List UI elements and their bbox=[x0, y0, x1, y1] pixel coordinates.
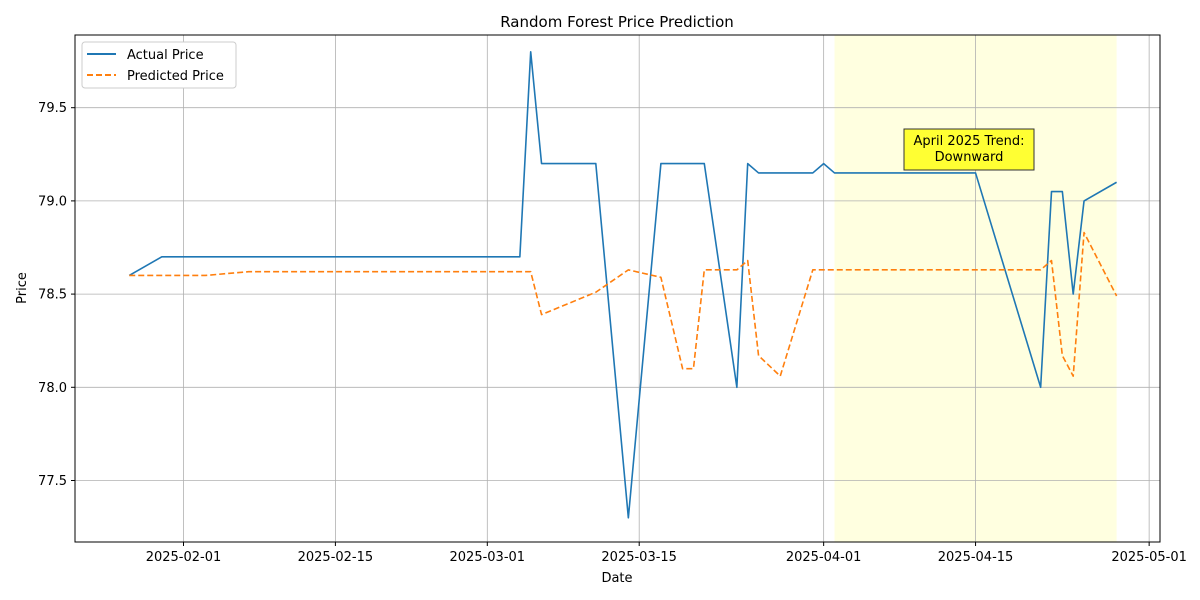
annotation-line-1: April 2025 Trend: bbox=[913, 134, 1024, 149]
tick-layer: 2025-02-01 2025-02-15 2025-03-01 2025-03-15… bbox=[38, 101, 1187, 565]
series-line-predicted-price bbox=[129, 231, 1118, 377]
legend: Actual Price Predicted Price bbox=[81, 41, 237, 89]
x-tick-label: 2025-04-15 bbox=[938, 550, 1014, 565]
grid-layer bbox=[75, 35, 1160, 542]
y-tick-label: 79.5 bbox=[38, 101, 67, 116]
x-tick-label: 2025-02-15 bbox=[298, 550, 374, 565]
x-axis-label: Date bbox=[601, 571, 632, 586]
legend-label-actual: Actual Price bbox=[127, 48, 204, 63]
plot-frame bbox=[74, 34, 1161, 543]
y-tick-label: 78.0 bbox=[38, 381, 67, 396]
y-tick-label: 79.0 bbox=[38, 194, 67, 209]
annotation-box: April 2025 Trend: Downward bbox=[903, 128, 1035, 171]
series-line-actual-price bbox=[128, 50, 1117, 519]
annotation-line-2: Downward bbox=[935, 150, 1004, 165]
x-tick-label: 2025-04-01 bbox=[786, 550, 862, 565]
y-axis-label: Price bbox=[15, 272, 30, 304]
legend-label-predicted: Predicted Price bbox=[127, 69, 224, 84]
annotation-background bbox=[903, 128, 1035, 171]
x-tick-label: 2025-03-15 bbox=[601, 550, 677, 565]
chart-title: Random Forest Price Prediction bbox=[500, 13, 734, 31]
y-tick-label: 78.5 bbox=[38, 288, 67, 303]
x-tick-label: 2025-05-01 bbox=[1111, 550, 1187, 565]
x-tick-label: 2025-02-01 bbox=[146, 550, 222, 565]
y-tick-label: 77.5 bbox=[38, 474, 67, 489]
legend-frame bbox=[81, 41, 237, 89]
x-tick-label: 2025-03-01 bbox=[450, 550, 526, 565]
series-layer bbox=[128, 50, 1118, 519]
